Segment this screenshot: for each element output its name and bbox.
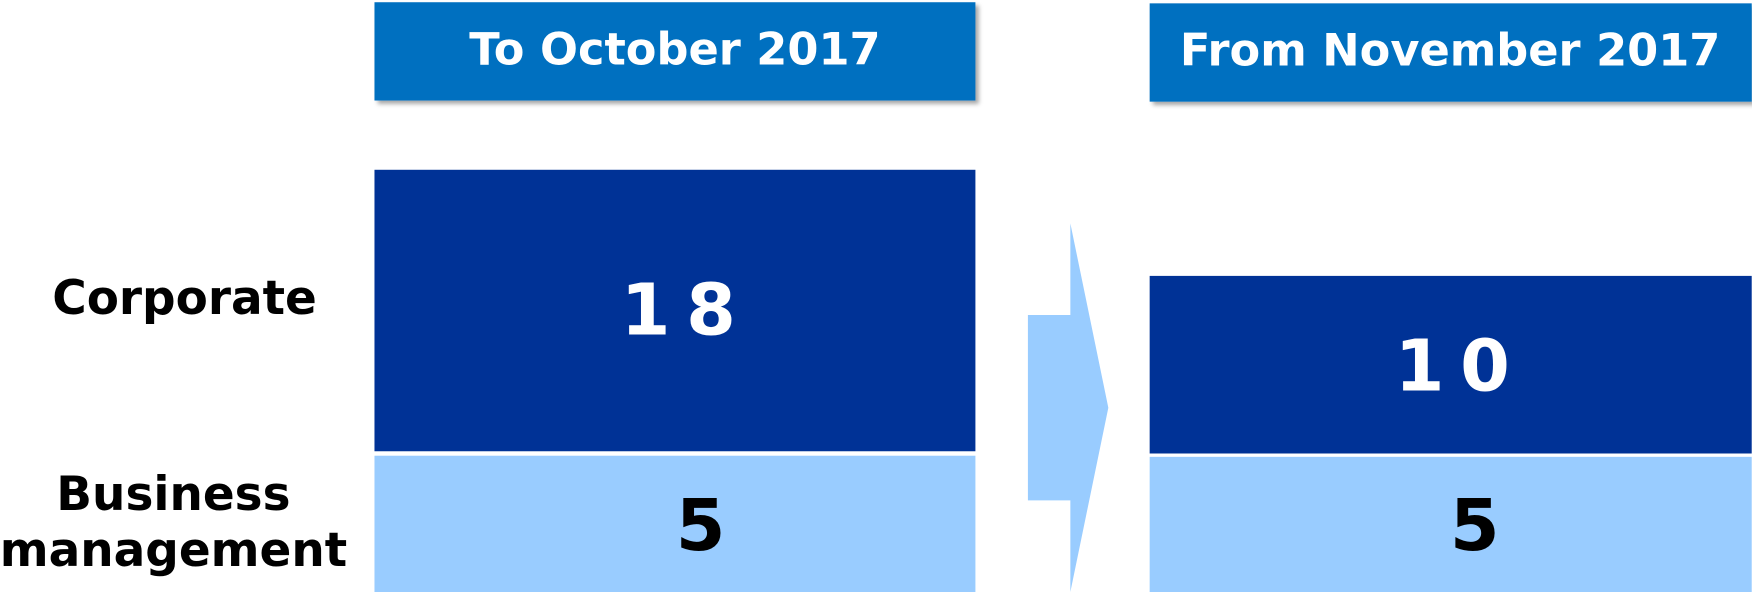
header-box xyxy=(1149,3,1752,102)
corporate-box xyxy=(1149,275,1752,454)
arrow xyxy=(1027,223,1109,592)
header-title: From November 2017 xyxy=(1180,25,1721,77)
cell-value: 5 xyxy=(676,484,741,567)
cell-value: 5 xyxy=(1450,484,1515,567)
row-label: Business management xyxy=(0,467,347,578)
cell-value: 10 xyxy=(1395,324,1526,407)
header-box xyxy=(374,2,976,101)
header-title: To October 2017 xyxy=(469,23,880,75)
business-box xyxy=(1149,456,1752,592)
cell-value: 18 xyxy=(621,269,752,352)
row-label: Corporate xyxy=(52,271,317,326)
business-box xyxy=(374,455,976,592)
corporate-box xyxy=(374,169,976,452)
